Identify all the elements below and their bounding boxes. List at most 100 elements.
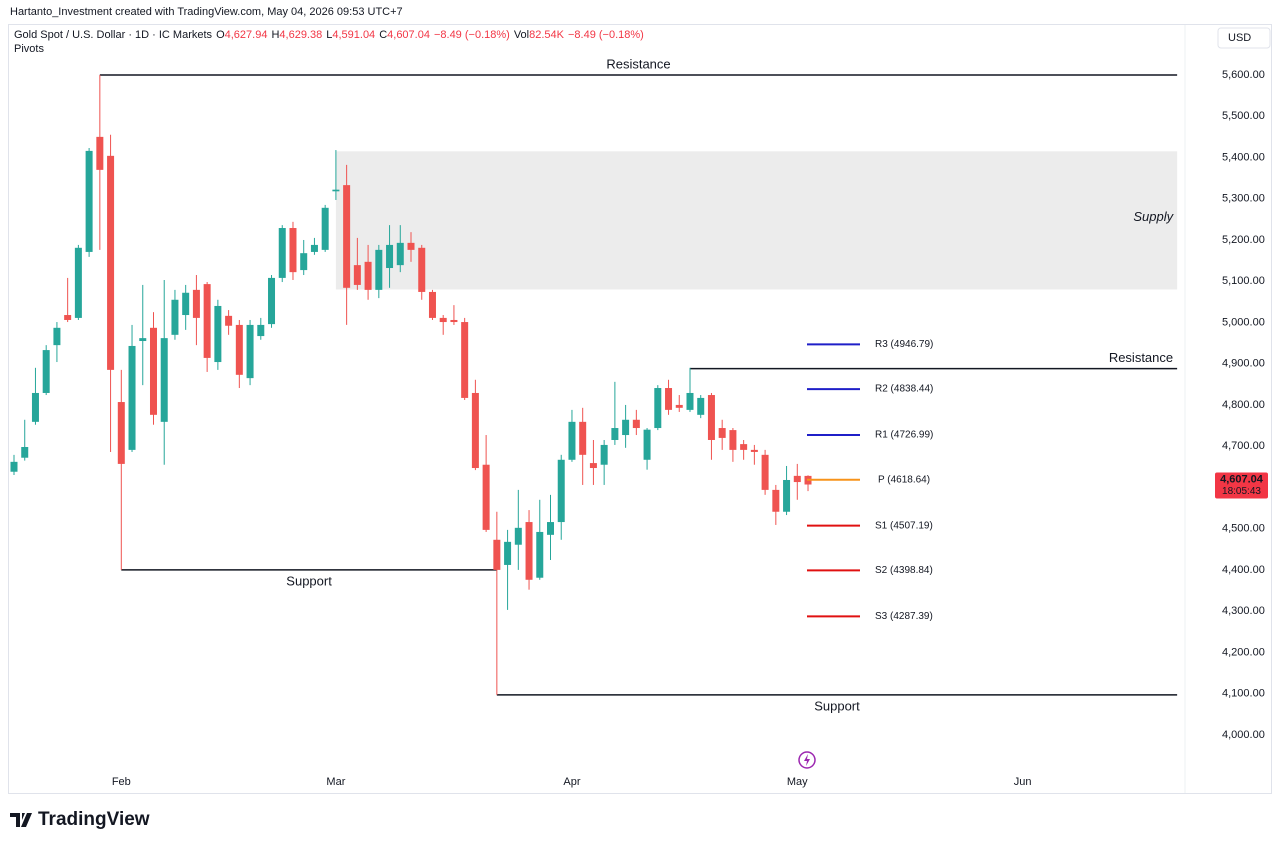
candle-body [42, 350, 50, 393]
ohlc-key: C [379, 29, 387, 41]
y-tick-label: 4,100.00 [1222, 688, 1265, 700]
candle-body [257, 324, 265, 337]
pivot-label: R2 (4838.44) [875, 384, 933, 395]
candle-body [139, 338, 147, 342]
candle-body [310, 244, 318, 252]
candle-body [343, 185, 351, 288]
y-tick-label: 4,800.00 [1222, 399, 1265, 411]
candle-body [482, 464, 490, 530]
pivot-label: S2 (4398.84) [875, 565, 933, 576]
branding: TradingView [38, 809, 150, 830]
candle-body [750, 449, 758, 452]
indicator-name: Pivots [14, 43, 44, 55]
candle-body [64, 315, 72, 320]
candle-body [461, 322, 469, 398]
ohlc-value: 4,591.04 [332, 29, 375, 41]
currency-box[interactable] [1217, 27, 1271, 49]
pivot-label: R3 (4946.79) [875, 339, 933, 350]
candle-body [525, 522, 533, 580]
candle-body [21, 446, 29, 458]
candle-body [10, 461, 18, 472]
candle-body [697, 397, 705, 415]
y-tick-label: 5,000.00 [1222, 316, 1265, 328]
candle-body [707, 395, 715, 440]
change: −8.49 (−0.18%) [434, 29, 510, 41]
candle-body [418, 247, 426, 292]
candle-body [547, 522, 554, 535]
price-tag-label: 4,607.04 [1220, 473, 1264, 485]
pane-frame [8, 24, 1272, 794]
y-tick-label: 5,100.00 [1222, 275, 1265, 287]
legend: Gold Spot / U.S. Dollar · 1D · IC Market… [14, 29, 644, 41]
level-label: Support [286, 573, 332, 588]
y-tick-label: 5,500.00 [1222, 110, 1265, 122]
pivot-label: R1 (4726.99) [875, 430, 933, 441]
candle-body [729, 430, 737, 450]
candle-body [493, 539, 501, 570]
event-bolt [804, 754, 810, 766]
candle-body [568, 421, 576, 460]
candle-body [793, 475, 801, 483]
zone-label: Supply [1133, 209, 1174, 224]
candle-body [203, 284, 211, 358]
candle-body [686, 392, 694, 410]
y-tick-label: 4,300.00 [1222, 605, 1265, 617]
candle-body [632, 419, 640, 429]
lightning-icon[interactable] [798, 751, 816, 769]
logo-mark [10, 813, 32, 827]
candle-body [718, 428, 726, 438]
candle-body [536, 531, 544, 578]
candle-body [289, 228, 297, 273]
x-tick-label: Mar [326, 776, 345, 788]
candle-body [375, 249, 383, 290]
candle-body [471, 392, 479, 469]
candle-body [675, 404, 683, 408]
y-tick-label: 4,900.00 [1222, 358, 1265, 370]
candle-body [96, 136, 104, 170]
candle-body [117, 402, 125, 464]
y-tick-label: 4,700.00 [1222, 440, 1265, 452]
candle-body [107, 155, 115, 370]
candle-body [321, 207, 329, 250]
x-tick-label: Jun [1014, 776, 1032, 788]
candle-body [622, 419, 630, 436]
price-tag [1215, 472, 1268, 499]
candle-body [407, 242, 415, 250]
candle-body [235, 324, 243, 375]
candle-body [557, 459, 565, 523]
candle-body [589, 463, 597, 469]
candle-body [74, 247, 82, 318]
candle-body [160, 338, 168, 422]
level-label: Support [814, 698, 860, 713]
candle-body [31, 392, 39, 422]
candle-body [643, 429, 651, 460]
ohlc-key: H [271, 29, 279, 41]
candle-body [761, 454, 769, 490]
candle-body [182, 292, 190, 316]
y-tick-label: 5,200.00 [1222, 234, 1265, 246]
candle-body [278, 228, 286, 278]
x-tick-label: Feb [112, 776, 131, 788]
candle-body [654, 388, 662, 429]
candle-body [128, 345, 136, 450]
candle-body [579, 421, 587, 455]
logo: TradingView [10, 809, 150, 830]
candle-body [300, 253, 308, 271]
candle-body [600, 444, 608, 465]
ohlc-value: 4,629.38 [279, 29, 322, 41]
candle-body [504, 541, 512, 565]
candle-body [332, 189, 340, 192]
candle-body [214, 305, 222, 363]
supply-zone [335, 151, 1178, 290]
y-tick-label: 5,300.00 [1222, 193, 1265, 205]
volume-change: −8.49 (−0.18%) [568, 29, 644, 41]
candle-body [53, 327, 61, 346]
ohlc-key: O [216, 29, 225, 41]
price-tag-countdown: 18:05:43 [1222, 486, 1261, 497]
ohlc-value: 4,627.94 [225, 29, 268, 41]
x-tick-label: May [787, 776, 808, 788]
volume-key: Vol [514, 29, 529, 41]
candle-body [450, 319, 458, 323]
candle-body [439, 317, 447, 323]
